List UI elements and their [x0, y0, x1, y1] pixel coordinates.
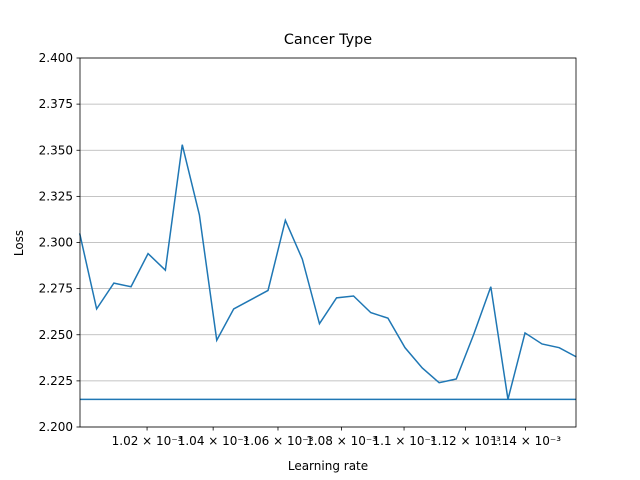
y-tick-label: 2.400: [39, 51, 73, 65]
x-tick-label: 1.06 × 10⁻³: [243, 434, 314, 448]
y-tick-label: 2.350: [39, 143, 73, 157]
y-tick-label: 2.250: [39, 328, 73, 342]
line-series: [78, 144, 577, 400]
x-tick-label: 1.12 × 10⁻³: [430, 434, 501, 448]
plot-frame: [79, 57, 577, 428]
x-axis-label: Learning rate: [288, 459, 368, 473]
x-tick-label: 1.14 × 10⁻³: [490, 434, 561, 448]
y-tick-label: 2.225: [39, 374, 73, 388]
chart-title: Cancer Type: [284, 32, 372, 48]
x-tick-label: 1.02 × 10⁻³: [112, 434, 183, 448]
y-tick-label: 2.275: [39, 282, 73, 296]
x-tick-label: 1.1 × 10⁻³: [372, 434, 435, 448]
y-axis-label: Loss: [12, 230, 26, 256]
y-tick-label: 2.300: [39, 236, 73, 250]
y-tick-label: 2.375: [39, 97, 73, 111]
y-tick-label: 2.200: [39, 420, 73, 434]
x-tick-label: 1.08 × 10⁻³: [306, 434, 377, 448]
y-tick-label: 2.325: [39, 189, 73, 203]
x-tick-label: 1.04 × 10⁻³: [178, 434, 249, 448]
